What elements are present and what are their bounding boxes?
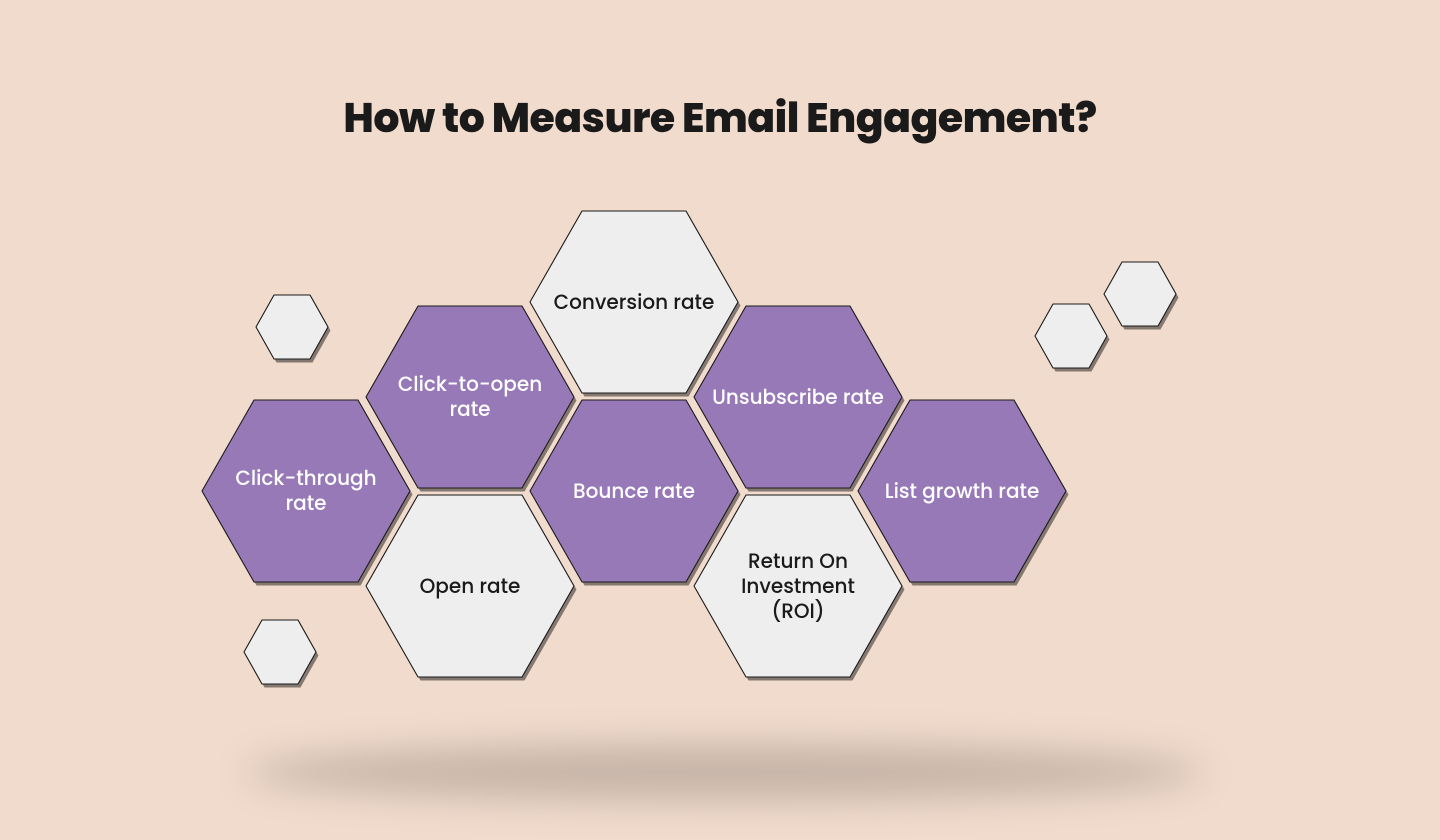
infographic-canvas: How to Measure Email Engagement? Click-t… [0,0,1440,840]
hexagon-deco-top-left [256,295,328,359]
hexagon-label: List growth rate [867,479,1058,504]
hexagon-label: Click-to-open rate [366,372,574,422]
hexagon-deco-top-right-2 [1104,262,1176,326]
hexagon-label: Unsubscribe rate [694,385,902,410]
hexagon-label: Conversion rate [536,290,733,315]
hexagon-label: Open rate [402,574,539,599]
hexagon-label: Click-through rate [202,466,410,516]
hexagon-label: Bounce rate [555,479,713,504]
hexagon-label: Return On Investment (ROI) [694,549,902,624]
hexagon-deco-bottom-left [244,620,316,684]
page-title: How to Measure Email Engagement? [0,88,1440,149]
cluster-shadow [245,745,1205,800]
hexagon-deco-top-right-1 [1035,304,1107,368]
